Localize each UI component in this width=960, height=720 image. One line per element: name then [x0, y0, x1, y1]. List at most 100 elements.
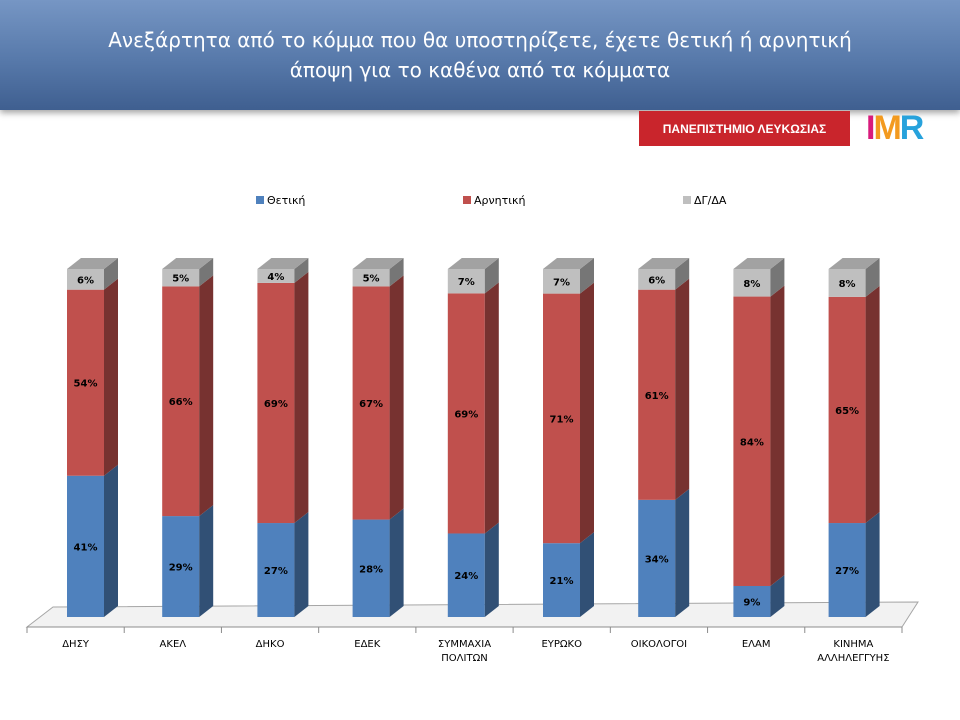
- bar-segment: [352, 286, 390, 520]
- category-label: ΔΗΣΥ: [62, 639, 90, 650]
- bar-side: [199, 505, 214, 617]
- bar-side: [294, 271, 309, 524]
- bar-side: [389, 258, 404, 287]
- data-label: 6%: [77, 275, 94, 286]
- bar-top: [828, 258, 880, 269]
- legend-label-1: Αρνητική: [474, 194, 525, 207]
- bar-segment: [162, 269, 200, 287]
- data-label: 84%: [740, 437, 764, 448]
- bar-segment: [67, 269, 104, 290]
- bar-segment: [352, 519, 390, 617]
- bar-side: [389, 275, 404, 520]
- bar-top: [733, 258, 785, 269]
- category-label: ΑΛΛΗΛΕΓΓΥΗΣ: [817, 653, 889, 664]
- bar-side: [580, 282, 594, 544]
- data-label: 24%: [454, 571, 478, 582]
- bar-side: [294, 512, 309, 617]
- bar-segment: [162, 286, 200, 517]
- category-label: ΠΟΛΙΤΩΝ: [441, 653, 487, 664]
- category-label: ΕΔΕΚ: [354, 639, 380, 650]
- data-label: 27%: [264, 566, 288, 577]
- category-label: ΚΙΝΗΜΑ: [833, 639, 873, 650]
- bar-top: [162, 258, 214, 269]
- bar-side: [675, 258, 690, 290]
- bar-side: [770, 285, 785, 586]
- data-label: 7%: [553, 277, 570, 288]
- legend-swatch-2: [683, 196, 691, 204]
- bar-segment: [543, 269, 580, 294]
- bar-segment: [447, 533, 485, 617]
- bar-segment: [447, 293, 485, 534]
- data-label: 71%: [550, 414, 574, 425]
- data-label: 6%: [648, 275, 665, 286]
- data-label: 65%: [835, 406, 859, 417]
- bar-segment: [733, 269, 771, 297]
- bar-segment: [67, 289, 104, 476]
- data-label: 21%: [550, 576, 574, 587]
- data-label: 28%: [359, 564, 383, 575]
- bar-segment: [638, 499, 676, 617]
- bar-segment: [67, 475, 104, 617]
- bar-side: [104, 464, 118, 617]
- data-label: 69%: [264, 399, 288, 410]
- bar-side: [294, 258, 309, 283]
- bar-side: [675, 278, 690, 500]
- category-label: ΕΥΡΩΚΟ: [541, 639, 582, 650]
- data-label: 69%: [454, 409, 478, 420]
- category-label: ΟΙΚΟΛΟΓΟΙ: [631, 639, 687, 650]
- bar-side: [770, 258, 785, 297]
- bar-segment: [257, 269, 295, 283]
- bar-side: [484, 258, 499, 294]
- bar-segment: [543, 293, 580, 544]
- bar-segment: [352, 269, 390, 287]
- bar-segment: [638, 269, 676, 290]
- data-label: 8%: [839, 279, 856, 290]
- legend-label-0: Θετική: [267, 194, 305, 207]
- bar-segment: [543, 543, 580, 617]
- data-label: 7%: [458, 277, 475, 288]
- data-label: 8%: [743, 279, 760, 290]
- data-label: 27%: [835, 566, 859, 577]
- imr-logo: IMR: [866, 109, 924, 147]
- legend-label-2: ΔΓ/ΔΑ: [694, 194, 727, 207]
- data-label: 67%: [359, 399, 383, 410]
- bar-top: [257, 258, 309, 269]
- category-label: ΣΥΜΜΑΧΙΑ: [438, 639, 491, 650]
- data-label: 29%: [169, 563, 193, 574]
- bar-side: [389, 508, 404, 617]
- bar-segment: [447, 269, 485, 294]
- bar-top: [543, 258, 594, 269]
- bar-segment: [257, 282, 295, 524]
- bar-segment: [733, 296, 771, 586]
- bar-segment: [828, 269, 866, 297]
- bar-segment: [828, 523, 866, 617]
- data-label: 5%: [172, 274, 189, 285]
- bar-top: [352, 258, 404, 269]
- data-label: 5%: [363, 274, 380, 285]
- bar-side: [580, 258, 594, 294]
- bar-side: [199, 275, 214, 517]
- title-bar: Ανεξάρτητα από το κόμμα που θα υποστηρίζ…: [0, 0, 960, 110]
- bar-side: [770, 574, 785, 617]
- page-title-line-2: άποψη για το καθένα από τα κόμματα: [289, 58, 671, 82]
- bar-top: [638, 258, 690, 269]
- data-label: 41%: [74, 542, 98, 553]
- data-label: 61%: [645, 391, 669, 402]
- legend-swatch-1: [463, 196, 471, 204]
- data-label: 4%: [267, 272, 284, 283]
- bar-side: [484, 522, 499, 617]
- category-label: ΑΚΕΛ: [160, 639, 187, 650]
- category-label: ΔΗΚΟ: [256, 639, 285, 650]
- bar-segment: [828, 296, 866, 524]
- legend-swatch-0: [256, 196, 264, 204]
- bar-side: [199, 258, 214, 287]
- bar-side: [865, 512, 880, 617]
- bar-side: [580, 532, 594, 617]
- bar-segment: [638, 289, 676, 500]
- bar-segment: [162, 516, 200, 617]
- bar-side: [104, 258, 118, 290]
- bar-side: [675, 488, 690, 617]
- bar-top: [447, 258, 499, 269]
- page-title-line-1: Ανεξάρτητα από το κόμμα που θα υποστηρίζ…: [108, 28, 852, 52]
